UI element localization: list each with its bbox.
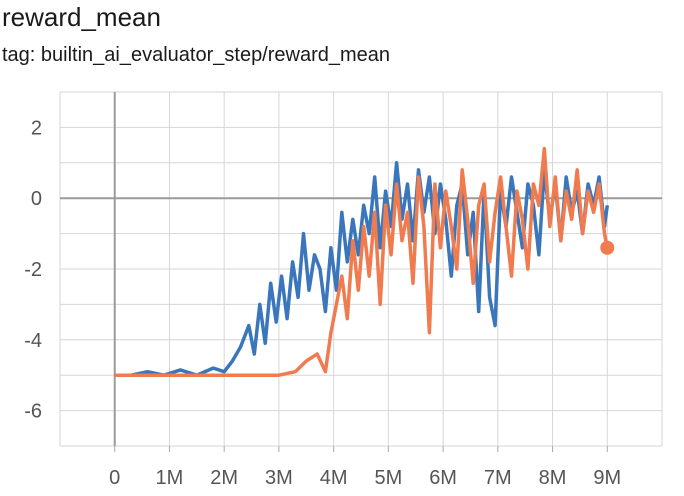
x-tick-label: 0 [109,467,120,489]
y-tick-label: 0 [31,188,42,210]
x-tick-label: 9M [593,467,621,489]
y-tick-label: -6 [24,401,42,423]
x-tick-label: 1M [156,467,184,489]
y-tick-label: 2 [31,117,42,139]
y-tick-label: -2 [24,259,42,281]
series-end-marker [600,240,615,255]
series-line-1 [114,146,610,377]
axes [60,92,662,452]
chart-subtitle: tag: builtin_ai_evaluator_step/reward_me… [2,44,391,66]
series-layer [114,146,615,377]
x-tick-label: 8M [539,467,567,489]
x-tick-label: 6M [429,467,457,489]
x-tick-label: 3M [265,467,293,489]
x-tick-label: 2M [210,467,238,489]
x-tick-label: 5M [374,467,402,489]
x-tick-label: 4M [320,467,348,489]
chart-title: reward_mean [2,2,161,32]
series-line-0 [114,161,610,377]
tick-labels: 2 0 -2 -4 -6 0 1M 2M 3M 4M 5M 6M 7M 8M 9M [24,117,621,489]
y-tick-label: -4 [24,330,42,352]
x-tick-label: 7M [484,467,512,489]
